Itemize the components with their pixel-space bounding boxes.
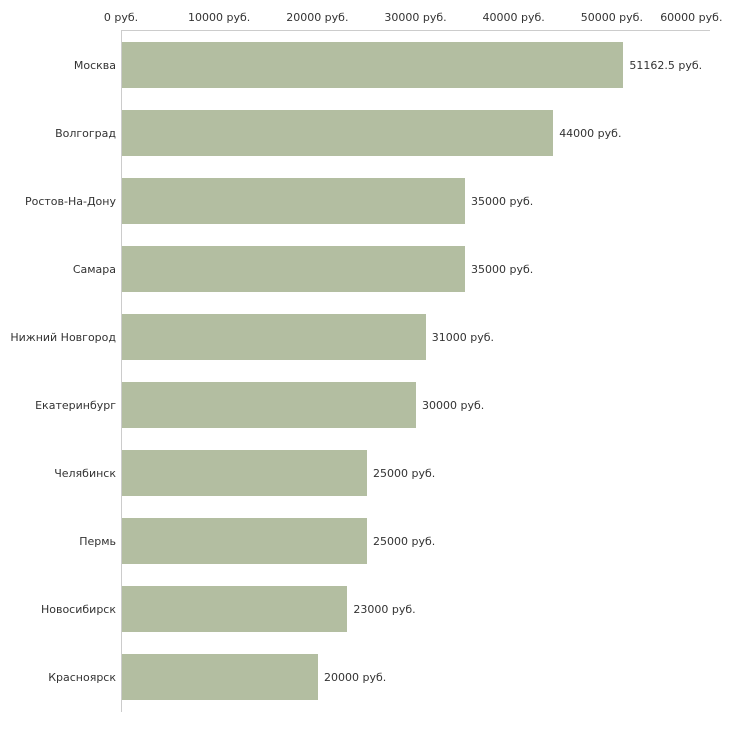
category-label: Новосибирск — [40, 602, 116, 616]
bar-row: Москва 51162.5 руб. — [74, 31, 710, 99]
bar — [122, 110, 554, 156]
category-label: Челябинск — [54, 466, 116, 480]
bar-row: Пермь 25000 руб. — [79, 507, 710, 575]
bar — [122, 654, 318, 700]
bar-row: Челябинск 25000 руб. — [54, 439, 710, 507]
x-axis-tick-label: 30000 руб. — [384, 11, 447, 24]
value-label: 25000 руб. — [373, 534, 436, 548]
value-label: 30000 руб. — [422, 398, 485, 412]
bar — [122, 518, 367, 564]
bar — [122, 450, 367, 496]
value-label: 35000 руб. — [471, 262, 534, 276]
bar-row: Красноярск 20000 руб. — [48, 643, 710, 711]
x-axis-top: 0 руб. 10000 руб. 20000 руб. 30000 руб. 4000… — [104, 0, 723, 30]
bar — [122, 382, 416, 428]
value-label: 44000 руб. — [559, 126, 622, 140]
value-label: 23000 руб. — [353, 602, 416, 616]
category-label: Волгоград — [55, 126, 116, 140]
value-label: 35000 руб. — [471, 194, 534, 208]
x-axis-tick-label: 0 руб. — [103, 11, 139, 24]
plot-area: Москва 51162.5 руб. Волгоград 44000 руб. Рос… — [10, 30, 710, 712]
category-label: Екатеринбург — [35, 398, 116, 412]
bar — [122, 42, 624, 88]
value-label: 25000 руб. — [373, 466, 436, 480]
category-label: Ростов-На-Дону — [24, 194, 116, 208]
bar-row: Ростов-На-Дону 35000 руб. — [25, 167, 710, 235]
bar-row: Нижний Новгород 31000 руб. — [10, 303, 710, 371]
value-label: 20000 руб. — [324, 670, 387, 684]
bar — [122, 586, 348, 632]
bar-row: Новосибирск 23000 руб. — [41, 575, 710, 643]
x-axis-tick-label: 20000 руб. — [286, 11, 349, 24]
category-label: Москва — [73, 58, 116, 72]
category-label: Нижний Новгород — [10, 330, 116, 344]
bar — [122, 314, 426, 360]
x-axis-tick-label: 50000 руб. — [580, 11, 643, 24]
x-axis-tick-label: 40000 руб. — [482, 11, 545, 24]
bar — [122, 178, 465, 224]
bar-row: Волгоград 44000 руб. — [55, 99, 710, 167]
bar — [122, 246, 465, 292]
bar-row: Екатеринбург 30000 руб. — [35, 371, 710, 439]
category-label: Самара — [72, 262, 116, 276]
value-label: 31000 руб. — [431, 330, 495, 344]
category-label: Красноярск — [48, 670, 116, 684]
category-label: Пермь — [79, 534, 116, 548]
x-axis-tick-label: 10000 руб. — [188, 11, 251, 24]
bar-row: Самара 35000 руб. — [73, 235, 710, 303]
x-axis-tick-label: 60000 руб. — [660, 11, 723, 24]
value-label: 51162.5 руб. — [629, 58, 703, 72]
